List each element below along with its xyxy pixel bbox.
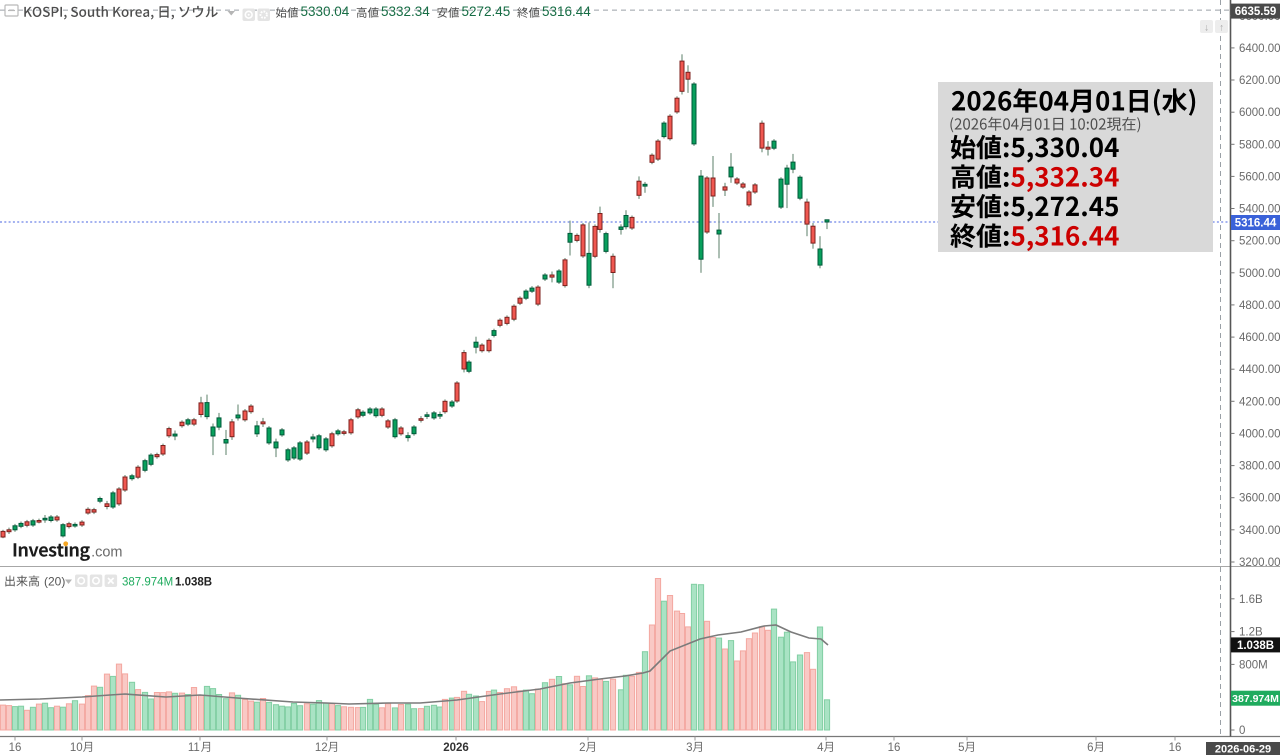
svg-text:3600.00: 3600.00 xyxy=(1239,493,1280,505)
svg-text:1.038B: 1.038B xyxy=(175,577,212,589)
svg-text:5600.00: 5600.00 xyxy=(1239,171,1280,183)
svg-text:.com: .com xyxy=(91,545,122,561)
svg-text:5000.00: 5000.00 xyxy=(1239,268,1280,280)
svg-text:5800.00: 5800.00 xyxy=(1239,139,1280,151)
svg-text:6200.00: 6200.00 xyxy=(1239,75,1280,87)
svg-text:2026-06-29: 2026-06-29 xyxy=(1215,744,1271,755)
svg-text:6: 6 xyxy=(1087,742,1093,754)
svg-text:5330.04: 5330.04 xyxy=(301,4,350,19)
svg-text:3400.00: 3400.00 xyxy=(1239,525,1280,537)
svg-text:11: 11 xyxy=(188,742,200,754)
svg-text:4200.00: 4200.00 xyxy=(1239,396,1280,408)
svg-text:3200.00: 3200.00 xyxy=(1239,557,1280,569)
svg-text:4000.00: 4000.00 xyxy=(1239,428,1280,440)
svg-text:0: 0 xyxy=(1239,725,1245,737)
svg-text:387.974M: 387.974M xyxy=(1232,693,1279,705)
svg-text:5272.45: 5272.45 xyxy=(462,4,511,19)
svg-text:(20): (20) xyxy=(44,575,65,589)
svg-text:5316.44: 5316.44 xyxy=(1235,218,1277,230)
svg-text:3800.00: 3800.00 xyxy=(1239,461,1280,473)
svg-text:1.6B: 1.6B xyxy=(1239,594,1263,606)
svg-text:800M: 800M xyxy=(1239,659,1268,671)
svg-text:4600.00: 4600.00 xyxy=(1239,332,1280,344)
svg-text:10: 10 xyxy=(70,742,83,754)
svg-text:6635.59: 6635.59 xyxy=(1235,6,1277,18)
svg-text:5332.34: 5332.34 xyxy=(381,4,430,19)
svg-text:5200.00: 5200.00 xyxy=(1239,236,1280,248)
svg-text:6400.00: 6400.00 xyxy=(1239,43,1280,55)
svg-text:2026: 2026 xyxy=(443,742,469,754)
svg-text:1.2B: 1.2B xyxy=(1239,627,1263,639)
svg-text:16: 16 xyxy=(9,742,22,754)
svg-text:5400.00: 5400.00 xyxy=(1239,204,1280,216)
svg-text:6000.00: 6000.00 xyxy=(1239,107,1280,119)
svg-text:4400.00: 4400.00 xyxy=(1239,364,1280,376)
svg-text:4800.00: 4800.00 xyxy=(1239,300,1280,312)
svg-text:16: 16 xyxy=(1169,742,1182,754)
svg-text:387.974M: 387.974M xyxy=(122,577,173,589)
svg-text:1.038B: 1.038B xyxy=(1237,640,1274,652)
svg-text:3: 3 xyxy=(686,742,692,754)
svg-text:5316.44: 5316.44 xyxy=(542,4,591,19)
svg-text:↓: ↓ xyxy=(1204,23,1209,34)
svg-text:4: 4 xyxy=(817,742,824,754)
svg-text:12: 12 xyxy=(315,742,328,754)
svg-text:5: 5 xyxy=(958,742,964,754)
svg-text:2: 2 xyxy=(579,742,585,754)
svg-text:16: 16 xyxy=(888,742,901,754)
svg-text:↑: ↑ xyxy=(1219,23,1224,34)
